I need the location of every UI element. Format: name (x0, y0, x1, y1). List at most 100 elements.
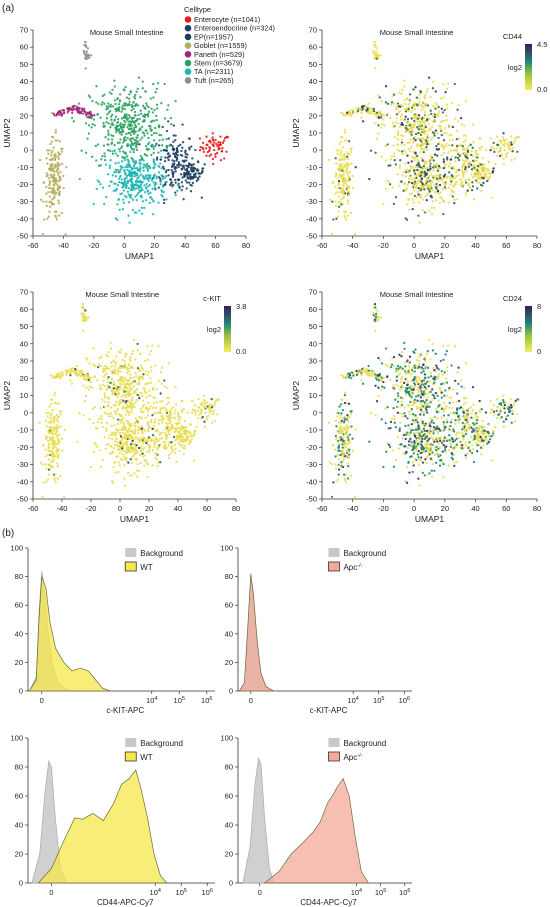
point (145, 154, 149, 157)
point (177, 442, 180, 445)
point (337, 181, 341, 185)
point (476, 418, 479, 422)
point (136, 393, 139, 397)
point (397, 133, 400, 137)
point (449, 158, 453, 161)
point (433, 163, 436, 166)
point (418, 221, 421, 224)
point (181, 438, 184, 441)
point (337, 473, 340, 476)
point (346, 187, 350, 190)
point (86, 55, 89, 58)
point (417, 359, 421, 363)
point (437, 105, 440, 109)
point (379, 54, 382, 57)
point (85, 50, 88, 53)
point (463, 425, 466, 428)
point (467, 416, 470, 420)
point (173, 154, 177, 157)
point (118, 402, 121, 405)
point (124, 441, 127, 444)
point (135, 469, 138, 472)
point (205, 135, 208, 138)
point (445, 87, 449, 90)
point (153, 126, 157, 130)
point (162, 185, 165, 188)
point (80, 372, 84, 375)
points (38, 40, 230, 236)
point (127, 410, 130, 414)
point (209, 410, 212, 413)
y-tick-label: 60 (20, 43, 28, 52)
point (114, 162, 117, 165)
colorbar-unit: log2 (207, 325, 221, 334)
point (61, 108, 64, 112)
point (180, 181, 184, 184)
point (450, 102, 453, 105)
point (418, 178, 422, 182)
point (457, 436, 460, 440)
point (126, 168, 129, 172)
point (54, 481, 57, 484)
point (133, 163, 136, 166)
point (395, 113, 399, 116)
point (181, 435, 185, 439)
point (374, 67, 377, 70)
point (130, 103, 133, 107)
point (409, 164, 412, 168)
point (135, 211, 138, 214)
point (353, 233, 357, 236)
point (181, 165, 184, 168)
point (131, 396, 134, 399)
point (139, 436, 142, 440)
point (129, 406, 133, 410)
point (97, 164, 101, 167)
point (334, 157, 337, 160)
point (444, 163, 447, 166)
point (129, 174, 132, 178)
colorbar-label: c-KIT (203, 294, 221, 303)
point (427, 392, 430, 395)
point (117, 161, 120, 164)
point (57, 157, 61, 161)
point (475, 152, 478, 156)
point (172, 134, 175, 137)
point (470, 173, 473, 176)
point (455, 400, 459, 403)
point (103, 406, 106, 409)
point (117, 386, 120, 389)
point (428, 161, 431, 164)
point (50, 398, 53, 401)
point (403, 85, 406, 88)
point (433, 206, 436, 210)
point (337, 430, 341, 434)
point (335, 217, 338, 220)
point (377, 386, 380, 389)
point (111, 393, 114, 396)
point (46, 162, 49, 165)
point (76, 105, 79, 108)
point (164, 428, 167, 431)
chart-title: Mouse Small Intestine (380, 28, 454, 37)
y-tick-label: 60 (309, 305, 317, 314)
point (150, 179, 154, 182)
point (122, 424, 126, 427)
point (178, 450, 181, 453)
point (133, 175, 136, 178)
point (157, 144, 161, 147)
point (341, 375, 345, 378)
point (130, 140, 133, 143)
point (158, 124, 161, 127)
point (459, 116, 463, 120)
point (208, 149, 211, 152)
point (170, 123, 173, 126)
point (368, 374, 371, 377)
point (479, 446, 483, 449)
point (106, 113, 109, 116)
point (467, 178, 470, 181)
point (220, 150, 223, 153)
point (396, 173, 399, 176)
point (455, 137, 459, 141)
point (428, 143, 431, 146)
point (157, 419, 161, 422)
